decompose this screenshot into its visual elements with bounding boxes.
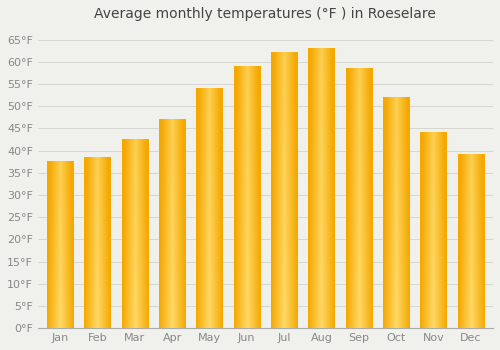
- Title: Average monthly temperatures (°F ) in Roeselare: Average monthly temperatures (°F ) in Ro…: [94, 7, 436, 21]
